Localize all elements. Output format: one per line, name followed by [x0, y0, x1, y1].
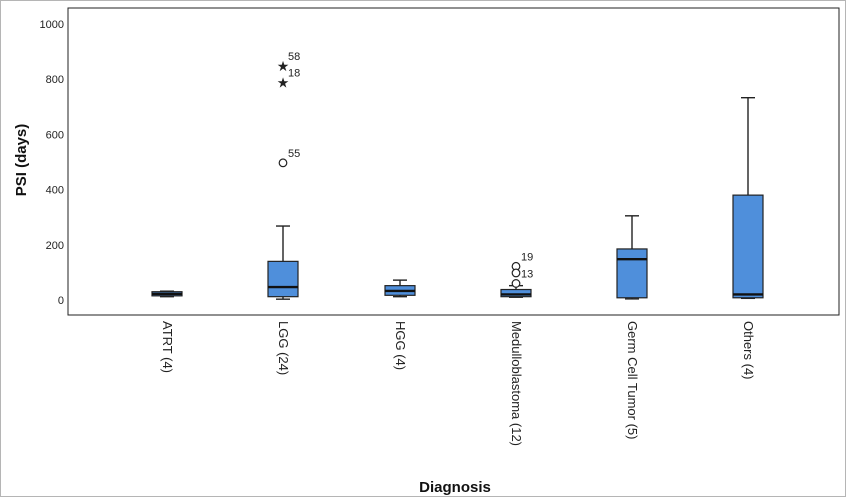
box-group	[616, 215, 648, 300]
category-labels: ATRT (4) LGG (24) HGG (4) Medulloblastoma (…	[160, 321, 756, 446]
plot-border	[67, 7, 840, 316]
y-tick-label: 400	[46, 185, 64, 197]
category-label: Germ Cell Tumor (5)	[625, 321, 640, 439]
outlier-label: 18	[288, 68, 300, 80]
iqr-box	[616, 248, 648, 299]
y-tick-label: 800	[46, 74, 64, 86]
category-label: Others (4)	[741, 321, 756, 380]
outlier-label: 58	[288, 51, 300, 63]
box-group	[732, 96, 764, 300]
outlier-circle	[278, 158, 288, 168]
outlier-label: 55	[288, 148, 300, 160]
y-tick-label: 0	[58, 295, 64, 307]
outlier-star: ★	[277, 76, 290, 92]
iqr-box	[500, 288, 532, 298]
outlier-star: ★	[277, 59, 290, 75]
category-label: Medulloblastoma (12)	[509, 321, 524, 446]
category-label: HGG (4)	[393, 321, 408, 370]
category-label: LGG (24)	[276, 321, 291, 375]
y-tick-label: 200	[46, 240, 64, 252]
box-group	[384, 279, 416, 298]
y-axis-title: PSI (days)	[13, 124, 30, 197]
outlier-label: 13	[521, 268, 533, 280]
y-tick-label: 600	[46, 129, 64, 141]
box-group	[151, 290, 183, 298]
outlier-label: 19	[521, 251, 533, 263]
iqr-box	[732, 194, 764, 299]
x-axis-title: Diagnosis	[419, 479, 491, 496]
iqr-box	[267, 260, 299, 298]
outlier-circle	[511, 279, 521, 288]
y-tick-label: 1000	[40, 19, 64, 31]
outlier-circle	[511, 268, 521, 278]
y-axis-ticks: 0 200 400 600 800 1000	[40, 19, 64, 307]
plot-area	[67, 7, 840, 316]
category-label: ATRT (4)	[160, 321, 175, 373]
